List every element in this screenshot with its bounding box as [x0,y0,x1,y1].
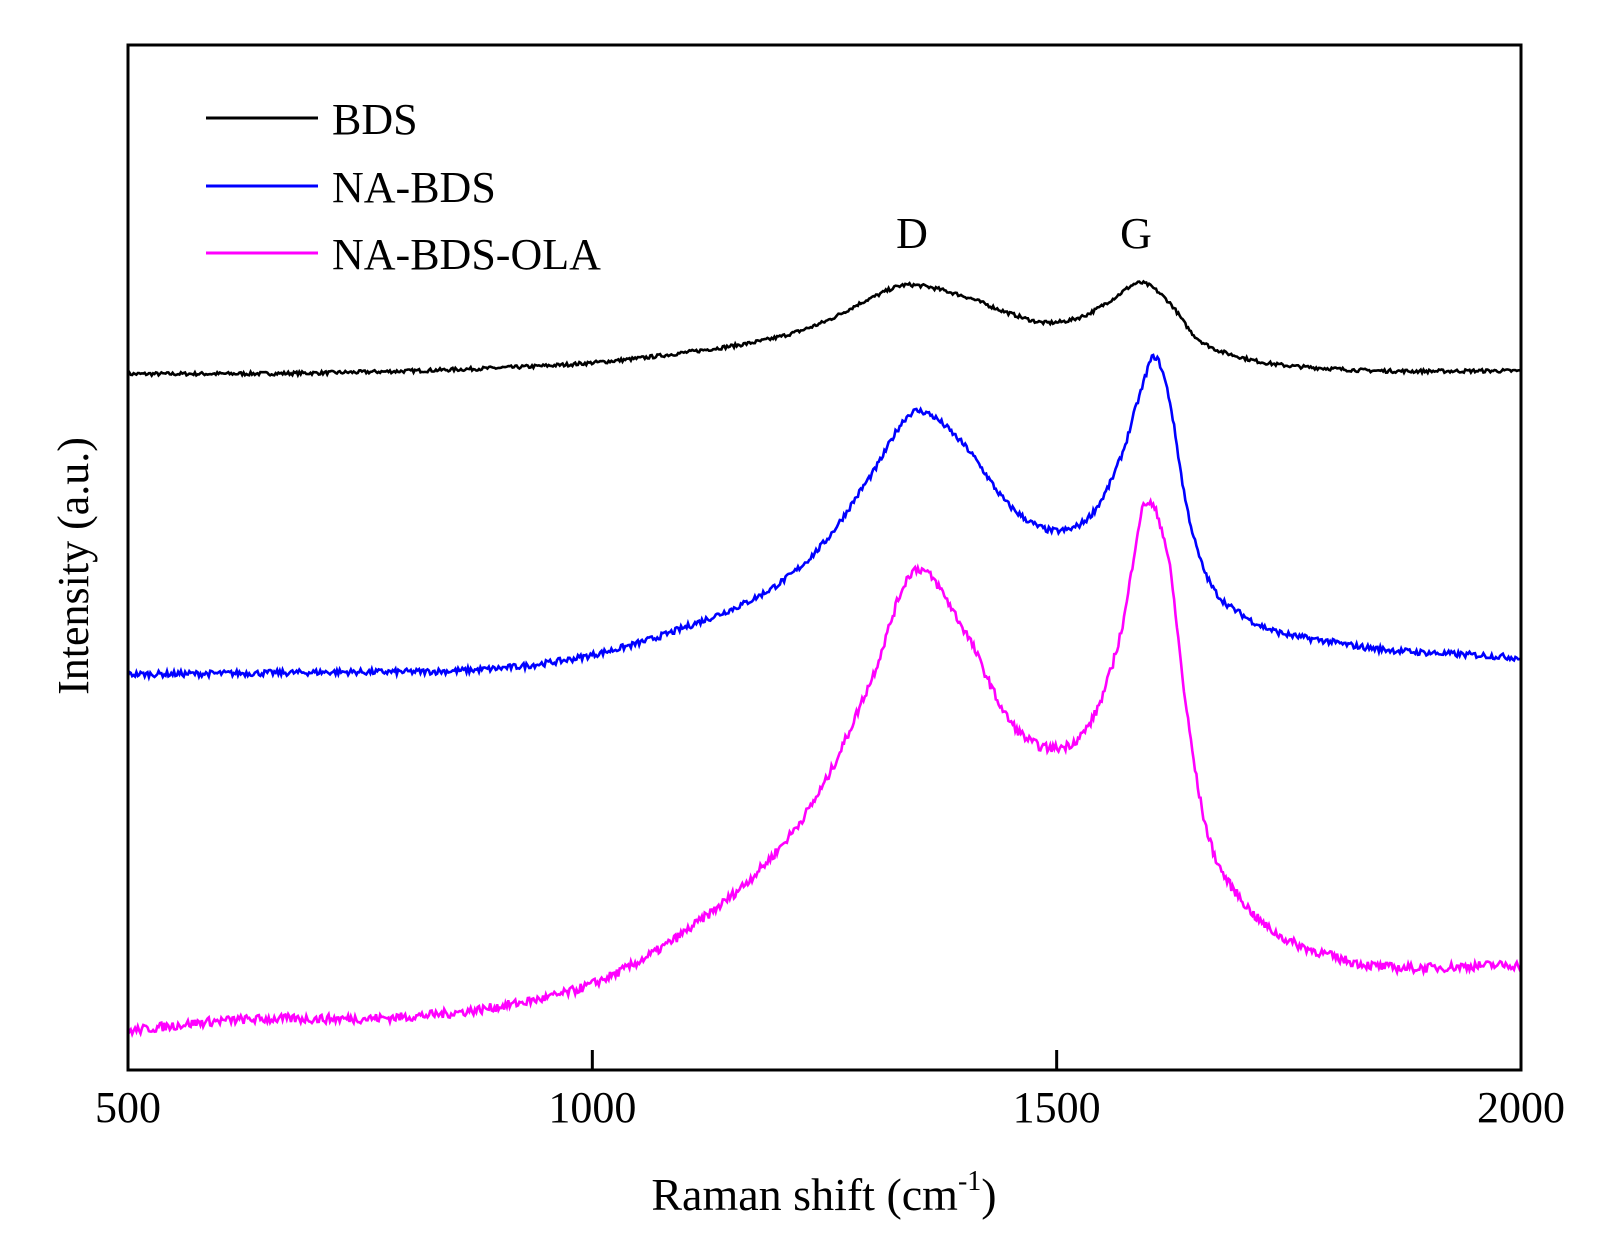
series-line-na-bds-ola [126,496,1523,1038]
series-line-bds [126,279,1522,379]
x-axis-label-main: Raman shift (cm [651,1169,958,1220]
plot-frame [126,43,1523,1072]
x-tick-label: 1000 [548,1083,636,1132]
x-tick-label: 2000 [1477,1083,1565,1132]
legend-label-na-bds-ola: NA-BDS-OLA [332,230,601,279]
x-axis-label-end: ) [981,1169,996,1220]
annotation-d: D [896,209,928,258]
x-tick-label: 500 [95,1083,161,1132]
legend: BDS NA-BDS NA-BDS-OLA [206,95,601,279]
y-axis-label: Intensity (a.u.) [49,437,98,695]
series-line-na-bds [126,353,1522,682]
legend-label-na-bds: NA-BDS [332,163,496,212]
x-axis-label: Raman shift (cm-1) [651,1166,996,1220]
x-tick-label: 1500 [1013,1083,1101,1132]
annotation-g: G [1120,209,1152,258]
x-axis-label-sup: -1 [958,1166,981,1197]
legend-label-bds: BDS [332,95,418,144]
